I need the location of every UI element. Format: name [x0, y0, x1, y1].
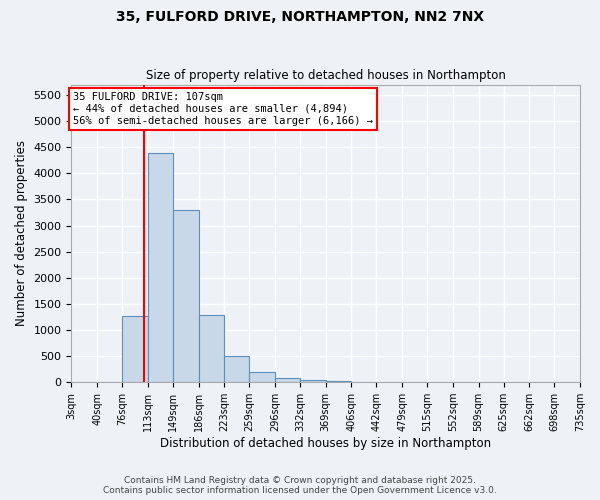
Bar	[199, 316, 224, 382]
X-axis label: Distribution of detached houses by size in Northampton: Distribution of detached houses by size …	[160, 437, 491, 450]
Text: Contains HM Land Registry data © Crown copyright and database right 2025.
Contai: Contains HM Land Registry data © Crown c…	[103, 476, 497, 495]
Bar	[275, 378, 300, 382]
Bar	[326, 381, 352, 382]
Bar	[122, 316, 148, 382]
Bar	[224, 356, 249, 382]
Text: 35 FULFORD DRIVE: 107sqm
← 44% of detached houses are smaller (4,894)
56% of sem: 35 FULFORD DRIVE: 107sqm ← 44% of detach…	[73, 92, 373, 126]
Bar	[300, 380, 326, 382]
Text: 35, FULFORD DRIVE, NORTHAMPTON, NN2 7NX: 35, FULFORD DRIVE, NORTHAMPTON, NN2 7NX	[116, 10, 484, 24]
Bar	[249, 372, 275, 382]
Y-axis label: Number of detached properties: Number of detached properties	[15, 140, 28, 326]
Bar	[173, 210, 199, 382]
Bar	[148, 154, 173, 382]
Title: Size of property relative to detached houses in Northampton: Size of property relative to detached ho…	[146, 69, 506, 82]
